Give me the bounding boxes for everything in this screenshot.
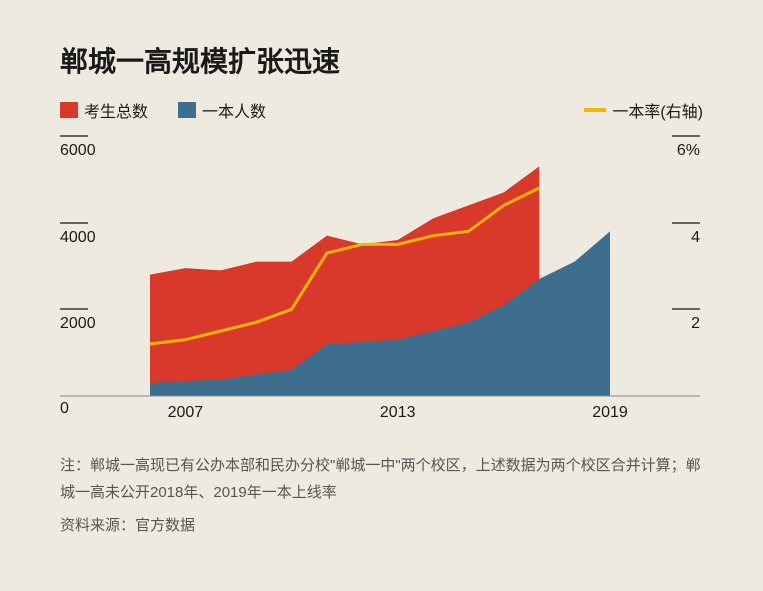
- xtick-label: 2019: [592, 404, 628, 422]
- ytick-right-label: 6%: [677, 142, 700, 160]
- legend-label-total: 考生总数: [84, 98, 148, 122]
- legend-item-yiben: 一本人数: [178, 98, 266, 122]
- ytick-left-line: [60, 135, 88, 137]
- swatch-yiben: [178, 102, 196, 118]
- legend-item-rate: 一本率(右轴): [584, 98, 703, 122]
- swatch-rate: [584, 108, 606, 112]
- legend-item-total: 考生总数: [60, 98, 148, 122]
- ytick-right-line: [672, 222, 700, 224]
- chart-svg: [60, 136, 700, 436]
- swatch-total: [60, 102, 78, 118]
- ytick-right-line: [672, 135, 700, 137]
- xtick-label: 2007: [168, 404, 204, 422]
- ytick-left-label: 4000: [60, 229, 96, 247]
- ytick-left-label: 6000: [60, 142, 96, 160]
- xtick-label: 2013: [380, 404, 416, 422]
- ytick-right-line: [672, 308, 700, 310]
- ytick-left-label: 0: [60, 400, 69, 418]
- ytick-right-label: 4: [691, 229, 700, 247]
- ytick-left-line: [60, 222, 88, 224]
- ytick-left-label: 2000: [60, 315, 96, 333]
- ytick-right-label: 2: [691, 315, 700, 333]
- chart-area: 0 2000 4000 6000 2 4 6% 2007 2013 2019: [60, 136, 700, 436]
- footnote: 注：郸城一高现已有公办本部和民办分校"郸城一中"两个校区，上述数据为两个校区合并…: [60, 452, 703, 506]
- legend-label-rate: 一本率(右轴): [612, 98, 703, 122]
- chart-title: 郸城一高规模扩张迅速: [60, 40, 703, 80]
- legend: 考生总数 一本人数 一本率(右轴): [60, 98, 703, 122]
- ytick-left-line: [60, 308, 88, 310]
- legend-label-yiben: 一本人数: [202, 98, 266, 122]
- data-source: 资料来源：官方数据: [60, 514, 703, 535]
